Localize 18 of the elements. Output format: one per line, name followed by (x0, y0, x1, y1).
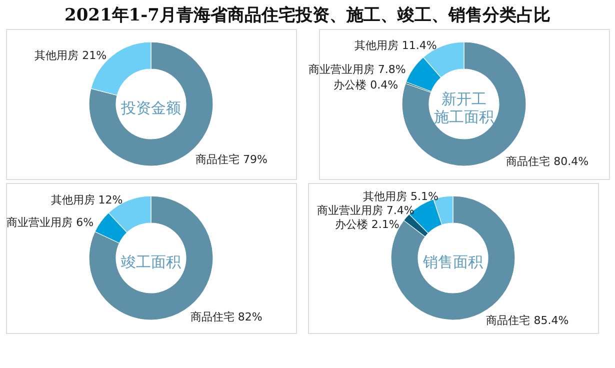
slice-label: 商品住宅 79% (195, 153, 268, 166)
text: 新开工施工面积 (434, 90, 494, 126)
text: 投资金额 (120, 99, 181, 117)
slice-label: 其他用房 21% (34, 48, 107, 62)
text: 竣工面积 (121, 253, 181, 271)
slice-label: 商业营业用房 6% (6, 216, 94, 230)
slice-label: 办公楼 2.1% (334, 218, 400, 231)
slice-label: 商业营业用房 7.8% (308, 63, 406, 76)
slice-label: 商品住宅 85.4% (486, 314, 569, 328)
slice-label: 其他用房 12% (50, 194, 123, 207)
slice-label: 商品住宅 82% (190, 310, 262, 324)
slice-label: 商品住宅 80.4% (506, 154, 589, 168)
slice-label: 其他用房 5.1% (363, 190, 438, 203)
slice-label: 办公楼 0.4% (334, 78, 398, 92)
slice-label: 其他用房 11.4% (354, 39, 437, 52)
text: 2021年1-7月青海省商品住宅投资、施工、竣工、销售分类占比 (64, 6, 551, 26)
text: 销售面积 (422, 253, 483, 271)
slice-label: 商业营业用房 7.4% (316, 204, 414, 217)
